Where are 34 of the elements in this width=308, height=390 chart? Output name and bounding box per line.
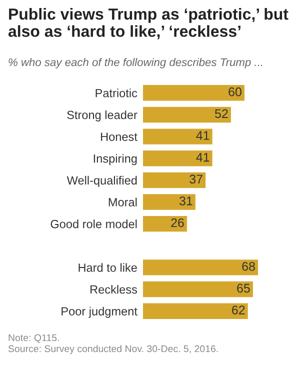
source-note: Source: Survey conducted Nov. 30-Dec. 5, 2016. [8, 345, 218, 354]
data-label: 41 [196, 131, 210, 140]
bar [143, 128, 212, 144]
y-tick-label: Inspiring [94, 154, 137, 166]
y-tick-label: Well-qualified [66, 176, 137, 187]
y-tick-label: Reckless [90, 284, 138, 294]
bar [143, 85, 244, 101]
y-tick-label: Patriotic [96, 88, 138, 98]
bar [143, 106, 231, 123]
y-tick-label: Moral [108, 198, 137, 206]
bar [143, 150, 212, 166]
data-label: 65 [237, 284, 250, 293]
data-label: 41 [196, 152, 210, 162]
chart-subtitle: % who say each of the following describes Trump ... [8, 58, 262, 68]
data-label: 37 [190, 174, 202, 184]
bar [143, 216, 187, 232]
data-label: 31 [179, 196, 192, 206]
bar [143, 172, 206, 188]
data-label: 52 [215, 109, 228, 118]
bar [143, 194, 196, 210]
data-label: 62 [232, 306, 245, 314]
chart-title: Public views Trump as ‘patriotic,’ but also as ‘hard to like,’ ‘reckless’ [8, 8, 288, 40]
y-tick-label: Good role model [50, 220, 137, 228]
bar [143, 260, 258, 276]
bar [143, 303, 248, 319]
y-tick-label: Poor judgment [62, 306, 138, 318]
y-tick-label: Strong leader [67, 110, 138, 122]
text: Note: Q115. [8, 334, 59, 343]
y-tick-label: Honest [101, 132, 138, 141]
data-label: 68 [242, 262, 255, 271]
data-label: 26 [171, 218, 184, 228]
y-tick-label: Hard to like [78, 263, 137, 272]
bar [143, 281, 253, 298]
data-label: 60 [228, 87, 242, 96]
